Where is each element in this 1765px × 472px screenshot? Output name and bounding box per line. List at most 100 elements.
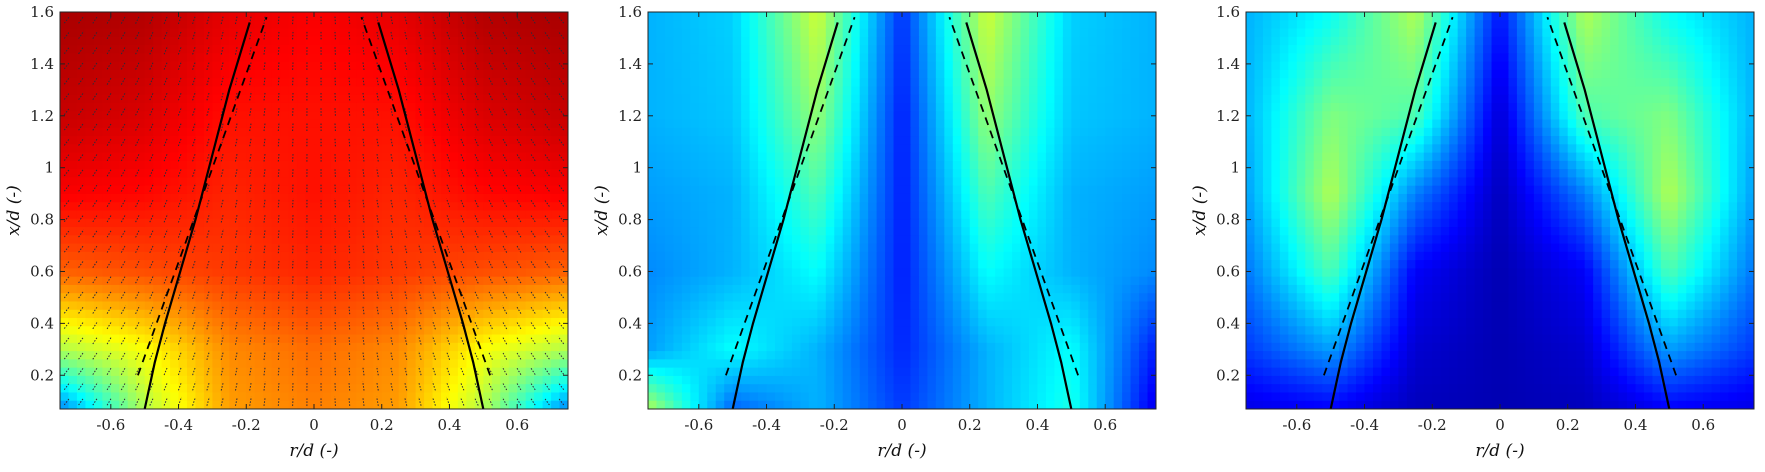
heatmap-cell	[1045, 69, 1055, 79]
heatmap-cell	[390, 86, 400, 96]
heatmap-cell	[868, 86, 878, 96]
heatmap-cell	[373, 119, 383, 129]
velocity-vector	[78, 107, 85, 116]
heatmap-cell	[127, 86, 137, 96]
heatmap-cell	[551, 227, 561, 236]
heatmap-cell	[1045, 86, 1055, 96]
heatmap-cell	[271, 202, 281, 212]
heatmap-cell	[441, 144, 451, 154]
heatmap-cell	[508, 152, 518, 162]
heatmap-cell	[534, 334, 544, 344]
heatmap-cell	[1020, 20, 1030, 30]
heatmap-cell	[1012, 86, 1022, 96]
velocity-vector	[515, 244, 522, 253]
heatmap-cell	[110, 12, 120, 21]
heatmap-cell	[449, 293, 459, 303]
heatmap-cell	[381, 284, 391, 294]
heatmap-cell	[910, 152, 920, 162]
heatmap-cell	[390, 160, 400, 170]
heatmap-cell	[449, 400, 459, 409]
heatmap-cell	[254, 359, 264, 369]
heatmap-cell	[254, 293, 264, 303]
heatmap-cell	[229, 334, 239, 344]
heatmap-cell	[1012, 45, 1022, 54]
velocity-vector	[92, 336, 99, 345]
heatmap-cell	[161, 86, 171, 96]
heatmap-cell	[144, 119, 154, 129]
heatmap-cell	[110, 20, 120, 30]
heatmap-cell	[944, 152, 954, 162]
heatmap-cell	[364, 375, 374, 385]
heatmap-cell	[271, 318, 281, 327]
heatmap-cell	[271, 111, 281, 121]
heatmap-cell	[775, 160, 785, 170]
heatmap-cell	[136, 12, 146, 21]
heatmap-cell	[144, 144, 154, 154]
heatmap-cell	[373, 20, 383, 30]
heatmap-cell	[119, 375, 129, 385]
velocity-vector	[390, 167, 393, 177]
heatmap-cell	[808, 111, 818, 121]
heatmap-cell	[76, 400, 86, 409]
heatmap-cell	[212, 69, 222, 79]
heatmap-cell	[466, 384, 476, 394]
heatmap-cell	[127, 301, 137, 311]
heatmap-cell	[212, 276, 222, 286]
heatmap-cell	[127, 284, 137, 294]
heatmap-cell	[935, 102, 945, 112]
velocity-vector	[106, 61, 113, 70]
heatmap-cell	[356, 392, 366, 402]
heatmap-cell	[517, 227, 527, 236]
heatmap-cell	[390, 144, 400, 154]
velocity-vector	[487, 168, 493, 177]
heatmap-cell	[1020, 28, 1030, 38]
heatmap-cell	[254, 384, 264, 394]
heatmap-cell	[910, 136, 920, 145]
heatmap-cell	[339, 36, 349, 46]
velocity-vector	[404, 366, 408, 376]
heatmap-cell	[656, 160, 666, 170]
heatmap-cell	[525, 276, 535, 286]
heatmap-cell	[119, 185, 129, 195]
heatmap-cell	[508, 12, 518, 21]
heatmap-cell	[381, 276, 391, 286]
heatmap-cell	[246, 111, 256, 121]
y-tick-label: 1.2	[30, 107, 54, 125]
velocity-vector	[220, 259, 224, 269]
heatmap-cell	[551, 193, 561, 203]
heatmap-cell	[161, 185, 171, 195]
heatmap-cell	[314, 193, 324, 203]
heatmap-cell	[508, 53, 518, 63]
heatmap-cell	[263, 169, 273, 179]
heatmap-cell	[449, 268, 459, 278]
heatmap-cell	[187, 268, 197, 278]
heatmap-cell	[775, 36, 785, 46]
heatmap-cell	[195, 309, 205, 319]
y-axis-label: x/d (-)	[4, 185, 24, 236]
heatmap-cell	[102, 276, 112, 286]
heatmap-cell	[85, 359, 95, 369]
heatmap-cell	[910, 45, 920, 54]
heatmap-cell	[356, 160, 366, 170]
heatmap-cell	[690, 86, 700, 96]
heatmap-cell	[280, 136, 290, 145]
heatmap-cell	[178, 127, 188, 137]
heatmap-cell	[68, 251, 78, 261]
heatmap-cell	[144, 185, 154, 195]
heatmap-cell	[144, 293, 154, 303]
heatmap-cell	[825, 136, 835, 145]
heatmap-cell	[373, 268, 383, 278]
heatmap-cell	[559, 400, 568, 409]
heatmap-cell	[851, 61, 861, 71]
velocity-vector	[92, 76, 99, 85]
heatmap-cell	[220, 284, 230, 294]
heatmap-cell	[85, 326, 95, 336]
heatmap-cell	[986, 119, 996, 129]
heatmap-cell	[851, 45, 861, 54]
heatmap-cell	[449, 20, 459, 30]
heatmap-cell	[339, 351, 349, 360]
heatmap-cell	[673, 152, 683, 162]
heatmap-cell	[381, 351, 391, 360]
heatmap-cell	[741, 136, 751, 145]
heatmap-cell	[978, 144, 988, 154]
